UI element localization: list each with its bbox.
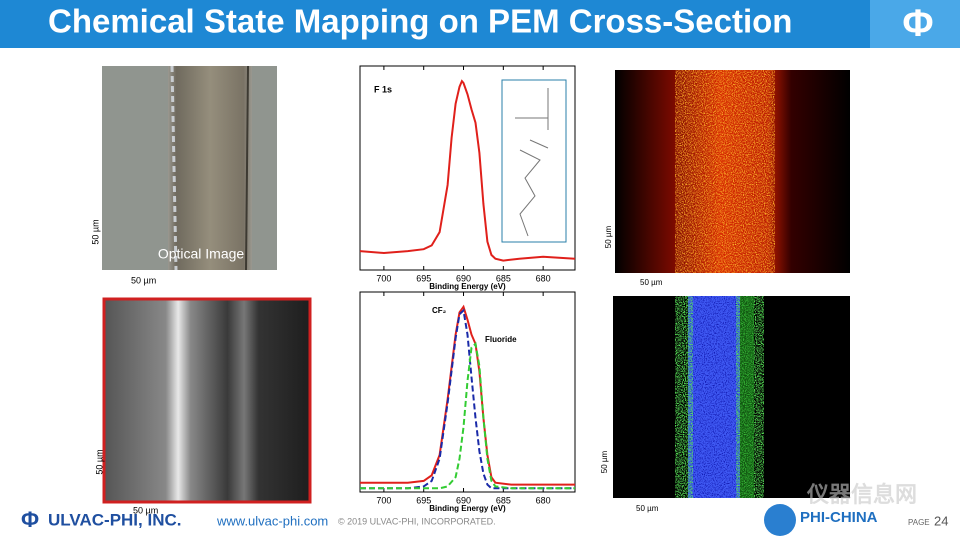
annotation: CF₂ xyxy=(432,306,447,315)
page-number: 24 xyxy=(934,513,948,528)
watermark: 仪器信息网 xyxy=(806,482,917,507)
structure-inset xyxy=(501,79,567,243)
x-tick-label: 680 xyxy=(536,495,551,505)
plot-frame xyxy=(359,291,576,493)
scale-label: 50 µm xyxy=(600,450,609,473)
scale-label: 50 µm xyxy=(131,275,156,285)
scale-label: 50 µm xyxy=(636,504,659,513)
slide-title: Chemical State Mapping on PEM Cross-Sect… xyxy=(48,3,792,40)
brand-icon xyxy=(764,504,796,536)
gray-image xyxy=(102,297,312,504)
spectrum-line xyxy=(360,304,575,486)
page-label: PAGE xyxy=(908,518,930,527)
x-tick-label: 695 xyxy=(416,495,431,505)
footer-logo: Φ xyxy=(21,507,39,532)
x-tick-label: 680 xyxy=(536,273,551,283)
header-logo: Φ xyxy=(902,3,933,45)
x-tick-label: 685 xyxy=(496,495,511,505)
x-tick-label: 700 xyxy=(376,273,391,283)
annotation: Fluoride xyxy=(485,335,517,344)
spectrum-line xyxy=(359,79,576,262)
spectrum-label: F 1s xyxy=(374,84,392,94)
scale-label: 50 µm xyxy=(90,219,100,244)
scale-label: 50 µm xyxy=(133,505,158,515)
logo-bar xyxy=(870,0,960,48)
x-tick-label: 695 xyxy=(416,273,431,283)
chem-map xyxy=(613,296,850,498)
spectrum-line xyxy=(360,308,575,490)
company-name: ULVAC-PHI, INC. xyxy=(48,510,181,529)
scale-label: 50 µm xyxy=(604,225,613,248)
optical-image xyxy=(102,65,277,271)
x-axis-label: Binding Energy (eV) xyxy=(429,282,506,291)
x-tick-label: 700 xyxy=(376,495,391,505)
x-tick-label: 690 xyxy=(456,495,471,505)
image-caption: Optical Image xyxy=(158,246,245,262)
structure-drawing xyxy=(515,88,549,237)
x-tick-label: 685 xyxy=(496,273,511,283)
x-axis-label: Binding Energy (eV) xyxy=(429,504,506,513)
scale-label: 50 µm xyxy=(94,449,104,474)
brand: PHI-CHINA xyxy=(800,509,878,526)
spectrum-line xyxy=(360,341,575,490)
scale-label: 50 µm xyxy=(640,278,663,287)
title-bar xyxy=(0,0,870,48)
x-tick-label: 690 xyxy=(456,273,471,283)
f-map xyxy=(615,70,850,273)
copyright: © 2019 ULVAC-PHI, INCORPORATED. xyxy=(338,516,496,526)
url: www.ulvac-phi.com xyxy=(216,513,328,528)
